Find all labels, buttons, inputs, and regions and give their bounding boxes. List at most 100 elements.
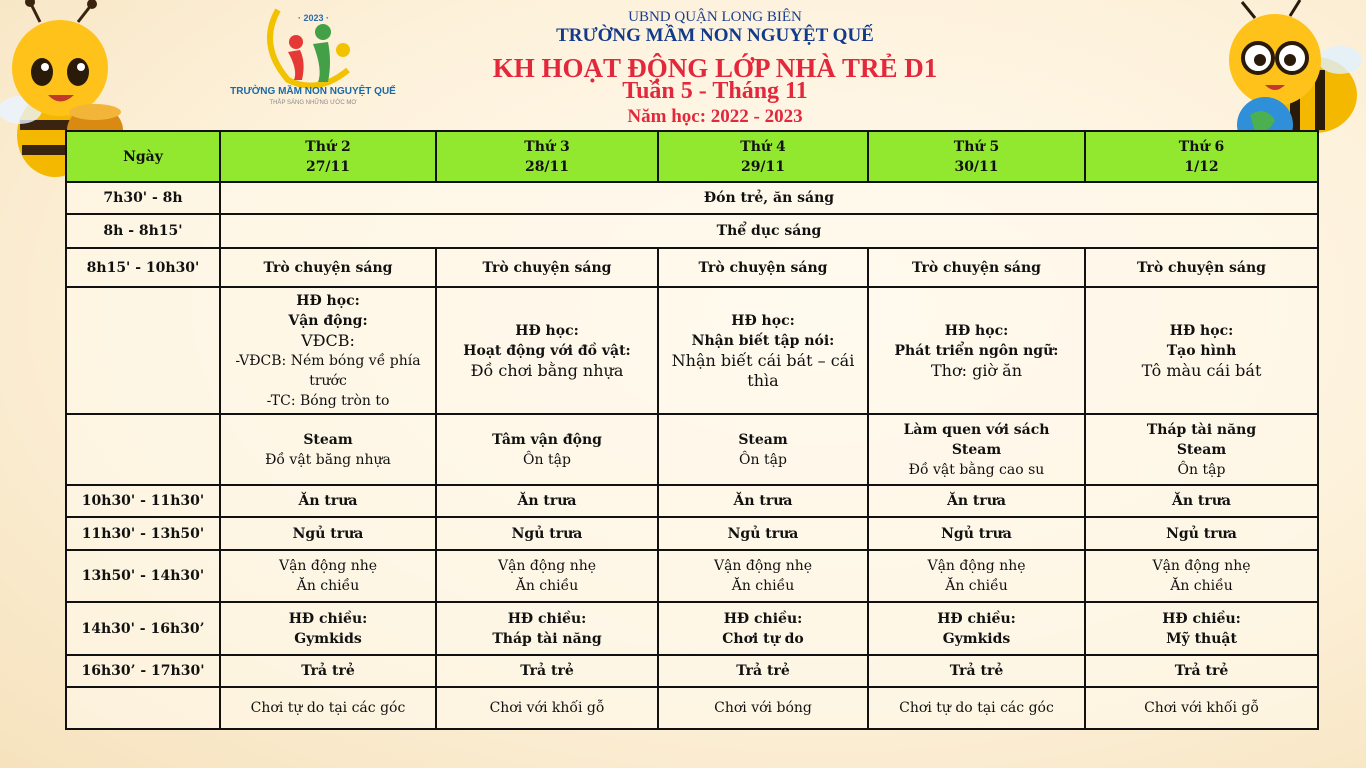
activity-cell: Ngủ trưa [657, 516, 869, 551]
column-header-weekday: Thứ 5 30/11 [867, 130, 1086, 183]
activity-cell: Làm quen với sách Steam Đồ vật bằng cao su [867, 413, 1086, 486]
week-label: Tuần 5 - Tháng 11 [622, 78, 808, 104]
activity-line: Trò chuyện sáng [1137, 259, 1266, 276]
table-row: 8h - 8h15' Thể dục sáng [65, 213, 1319, 249]
activity-cell: HĐ học: Vận động: VĐCB: -VĐCB: Ném bóng về … [219, 286, 437, 415]
column-header-line: Thứ 5 [953, 138, 1000, 155]
activity-line: Ôn tập [1177, 461, 1226, 478]
activity-line: Ngủ trưa [1166, 525, 1237, 542]
column-header-line: Thứ 6 [1178, 138, 1225, 155]
logo-name: TRƯỜNG MẦM NON NGUYỆT QUẾ [230, 86, 396, 97]
activity-line: Vận động nhẹ [497, 558, 597, 574]
activity-line: Đón trẻ, ăn sáng [703, 190, 835, 206]
activity-line: Vận động nhẹ [713, 558, 813, 574]
table-row: 14h30' - 16h30’ HĐ chiều: Gymkids HĐ chiều:… [65, 601, 1319, 656]
activity-cell: HĐ chiều: Gymkids [867, 601, 1086, 656]
activity-line: Trò chuyện sáng [482, 259, 612, 276]
schedule-table: Ngày Thứ 2 27/11 Thứ 3 28/11 Thứ 4 29/11 Thứ 5 3… [65, 130, 1319, 730]
activity-cell: HĐ chiều: Mỹ thuật [1084, 601, 1319, 656]
logo-emblem-icon [267, 8, 350, 89]
activity-line: Đồ chơi bằng nhựa [470, 360, 624, 380]
column-header-weekday: Thứ 2 27/11 [219, 130, 437, 183]
table-row: 7h30' - 8h Đón trẻ, ăn sáng [65, 181, 1319, 215]
activity-cell: Ăn trưa [1084, 484, 1319, 518]
activity-line: Trả trẻ [1174, 663, 1229, 679]
activity-line: Vận động nhẹ [278, 558, 378, 574]
activity-line: Trả trẻ [736, 663, 790, 679]
column-header-line: Thứ 4 [740, 138, 786, 155]
activity-cell: Ăn trưa [657, 484, 869, 518]
column-header-line: 29/11 [740, 158, 786, 175]
activity-line: Ăn trưa [298, 493, 358, 509]
activity-cell: Ăn trưa [219, 484, 437, 518]
activity-line: Vận động nhẹ [927, 558, 1026, 574]
activity-cell: Trả trẻ [657, 654, 869, 688]
time-slot: 13h50' - 14h30' [65, 549, 221, 603]
activity-line: Tháp tài năng [492, 630, 602, 647]
column-header-line: 28/11 [524, 158, 570, 175]
activity-line: HĐ học: [944, 322, 1009, 339]
table-row: Steam Đồ vật băng nhựa Tâm vận động Ôn tập S… [65, 413, 1319, 486]
activity-cell: Trò chuyện sáng [1084, 247, 1319, 288]
activity-line: Ăn trưa [1171, 493, 1231, 509]
activity-line: Hoạt động với đồ vật: [463, 342, 631, 359]
table-header-row: Ngày Thứ 2 27/11 Thứ 3 28/11 Thứ 4 29/11 Thứ 5 3… [65, 130, 1319, 183]
activity-cell-all-days: Thể dục sáng [219, 213, 1319, 249]
table-row: 13h50' - 14h30' Vận động nhẹ Ăn chiều Vận đ… [65, 549, 1319, 603]
activity-cell: HĐ chiều: Gymkids [219, 601, 437, 656]
activity-line: Đồ vật băng nhựa [265, 451, 391, 468]
activity-line: Steam [1176, 441, 1227, 458]
activity-line: Steam [951, 441, 1002, 458]
activity-line: -VĐCB: Ném bóng về phía trước [235, 352, 421, 389]
activity-line: HĐ học: [731, 312, 795, 329]
activity-cell: Chơi với khối gỗ [435, 686, 659, 730]
activity-cell: Trả trẻ [867, 654, 1086, 688]
activity-line: Trò chuyện sáng [698, 259, 828, 276]
activity-cell: HĐ học: Phát triển ngôn ngữ: Thơ: giờ ăn [867, 286, 1086, 415]
activity-cell: Chơi với bóng [657, 686, 869, 730]
school-logo: · 2023 · TRƯỜNG MẦM NON NGUYỆT QUẾ THẮP … [228, 0, 398, 112]
activity-cell: Chơi tự do tại các góc [867, 686, 1086, 730]
activity-cell: Ngủ trưa [1084, 516, 1319, 551]
activity-line: Ăn trưa [733, 493, 793, 509]
activity-cell: Vận động nhẹ Ăn chiều [657, 549, 869, 603]
activity-line: Ăn chiều [731, 578, 795, 594]
activity-cell: Chơi với khối gỗ [1084, 686, 1319, 730]
district-name: UBND QUẬN LONG BIÊN [628, 9, 802, 25]
activity-line: HĐ học: [515, 322, 579, 339]
activity-line: Trả trẻ [949, 663, 1004, 679]
activity-line: Ăn chiều [515, 578, 579, 594]
activity-line: Tô màu cái bát [1141, 360, 1262, 380]
activity-line: HĐ học: [1169, 322, 1234, 339]
activity-line: Ăn trưa [946, 493, 1006, 509]
activity-line: Nhận biết tập nói: [691, 332, 835, 349]
activity-line: Chơi với bóng [714, 700, 812, 716]
column-header-line: Thứ 2 [305, 138, 351, 155]
table-row: Chơi tự do tại các góc Chơi với khối gỗ Ch… [65, 686, 1319, 730]
column-header-line: 30/11 [954, 158, 999, 175]
activity-line: Đồ vật bằng cao su [908, 461, 1045, 478]
activity-line: Chơi tự do [722, 630, 804, 647]
activity-cell: HĐ chiều: Chơi tự do [657, 601, 869, 656]
time-slot: 14h30' - 16h30’ [65, 601, 221, 656]
activity-cell: Ăn trưa [867, 484, 1086, 518]
activity-line: -TC: Bóng tròn to [266, 392, 390, 409]
activity-line: Gymkids [942, 630, 1011, 647]
activity-line: Ăn chiều [1170, 578, 1233, 594]
activity-line: Tháp tài năng [1146, 421, 1257, 438]
activity-cell-all-days: Đón trẻ, ăn sáng [219, 181, 1319, 215]
column-header-line: 1/12 [1184, 158, 1219, 175]
column-header-day: Ngày [65, 130, 221, 183]
activity-cell: Trò chuyện sáng [435, 247, 659, 288]
logo-year: · 2023 · [298, 13, 330, 23]
activity-line: Chơi tự do tại các góc [899, 700, 1054, 716]
table-row: 10h30' - 11h30' Ăn trưa Ăn trưa Ăn trưa Ăn t… [65, 484, 1319, 518]
activity-cell: HĐ chiều: Tháp tài năng [435, 601, 659, 656]
activity-line: Thơ: giờ ăn [930, 360, 1022, 380]
page-title: KH HOẠT ĐỘNG LỚP NHÀ TRẺ D1 [492, 53, 938, 83]
activity-line: Chơi tự do tại các góc [250, 700, 406, 716]
activity-cell: Ngủ trưa [435, 516, 659, 551]
activity-line: Trò chuyện sáng [912, 259, 1041, 276]
activity-line: Steam [303, 431, 353, 448]
time-slot [65, 413, 221, 486]
